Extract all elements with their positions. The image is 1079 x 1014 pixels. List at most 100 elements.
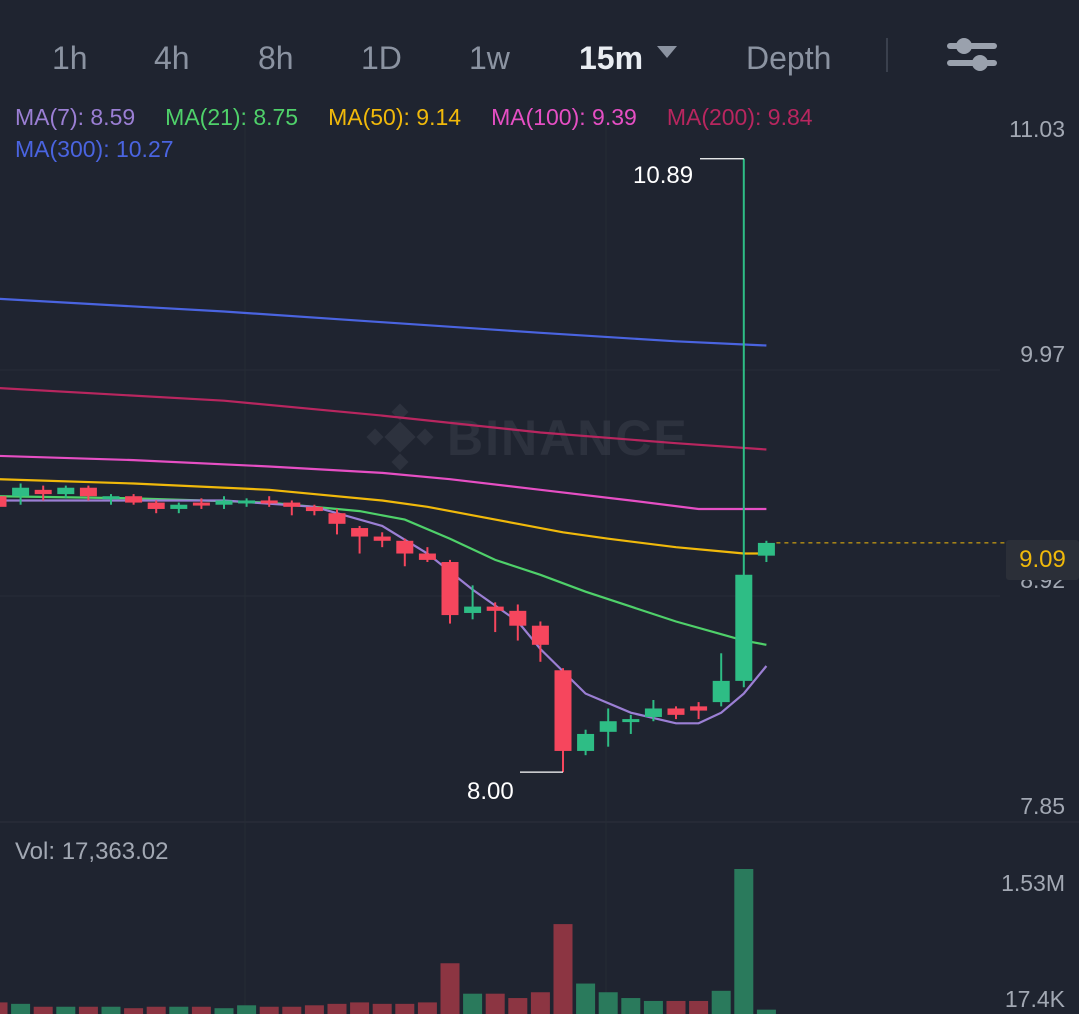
candle-body bbox=[418, 553, 436, 560]
volume-bar bbox=[666, 1000, 686, 1014]
volume-bar bbox=[259, 1006, 279, 1014]
candle-body bbox=[79, 487, 97, 497]
volume-bar bbox=[327, 1003, 347, 1014]
candle-body bbox=[192, 502, 210, 506]
candle-body bbox=[622, 719, 640, 723]
volume-label: Vol: 17,363.02 bbox=[15, 838, 169, 865]
candle-body bbox=[283, 502, 301, 507]
candle-body bbox=[690, 706, 708, 711]
volume-bar bbox=[191, 1006, 211, 1014]
volume-bar bbox=[508, 998, 528, 1014]
tab-1d[interactable]: 1D bbox=[361, 40, 402, 76]
candle-body bbox=[34, 489, 52, 495]
candle-body bbox=[441, 562, 459, 616]
tab-1h[interactable]: 1h bbox=[52, 40, 88, 76]
candle-body bbox=[712, 680, 730, 703]
volume-bar bbox=[78, 1006, 98, 1014]
ma100-line bbox=[0, 454, 767, 511]
low-price-label: 8.00 bbox=[467, 778, 514, 805]
ma200-label: MA(200): 9.84 bbox=[666, 104, 813, 130]
current-price-tag: 9.09 bbox=[1006, 540, 1079, 580]
tab-depth[interactable]: Depth bbox=[746, 40, 832, 76]
tab-4h[interactable]: 4h bbox=[154, 40, 190, 76]
volume-bar bbox=[0, 1002, 8, 1014]
volume-bar bbox=[530, 992, 550, 1014]
volume-bar bbox=[485, 993, 505, 1014]
candle-body bbox=[260, 500, 278, 504]
volume-bar bbox=[395, 1003, 415, 1014]
volume-bar bbox=[417, 1002, 437, 1014]
volume-bar bbox=[282, 1006, 302, 1014]
ma21-line bbox=[0, 495, 767, 646]
volume-bar bbox=[169, 1006, 189, 1014]
volume-bar bbox=[576, 983, 596, 1014]
tab-1w[interactable]: 1w bbox=[469, 40, 510, 76]
volume-bar bbox=[463, 993, 483, 1014]
price-axis-label: 9.97 bbox=[1020, 341, 1065, 367]
ma7-label: MA(7): 8.59 bbox=[15, 104, 136, 130]
price-axis-label: 11.03 bbox=[1009, 116, 1065, 142]
ma100-label: MA(100): 9.39 bbox=[491, 104, 637, 130]
volume-bar bbox=[11, 1003, 31, 1014]
volume-bars bbox=[0, 869, 776, 1014]
high-price-label: 10.89 bbox=[633, 162, 694, 189]
volume-bar bbox=[101, 1006, 121, 1014]
volume-bar bbox=[689, 1000, 709, 1014]
candle-body bbox=[486, 606, 504, 611]
volume-bar bbox=[214, 1008, 234, 1014]
tab-8h[interactable]: 8h bbox=[258, 40, 294, 76]
candle-body bbox=[125, 496, 143, 503]
ma300-line bbox=[0, 297, 767, 347]
candle-body bbox=[351, 528, 369, 537]
volume-bar bbox=[553, 924, 573, 1014]
volume-bar bbox=[440, 963, 460, 1014]
high-low-markers bbox=[520, 158, 744, 773]
volume-bar bbox=[146, 1006, 166, 1014]
candle-body bbox=[147, 502, 165, 509]
binance-logo-icon bbox=[366, 403, 434, 471]
candle-body bbox=[531, 625, 549, 645]
price-axis-label: 7.85 bbox=[1020, 793, 1065, 819]
interval-tabs: 1h 4h 8h 1D 1w 15m Depth bbox=[0, 0, 1079, 112]
candle-body bbox=[170, 504, 188, 509]
volume-bar bbox=[237, 1005, 257, 1014]
candle-body bbox=[464, 606, 482, 613]
chart-settings-button[interactable] bbox=[946, 32, 998, 78]
moving-average-lines bbox=[0, 297, 768, 725]
ma-legend-row-1: MA(7): 8.59 MA(21): 8.75 MA(50): 9.14 MA(10… bbox=[15, 104, 843, 131]
candle-body bbox=[305, 506, 323, 512]
candle-body bbox=[757, 542, 775, 556]
tab-divider bbox=[886, 38, 888, 72]
ma50-line bbox=[0, 478, 767, 555]
chevron-down-icon[interactable] bbox=[657, 46, 677, 58]
volume-bar bbox=[621, 998, 641, 1014]
candle-body bbox=[57, 487, 75, 495]
candle-body bbox=[667, 708, 685, 715]
candle-body bbox=[12, 487, 30, 497]
ma300-label: MA(300): 10.27 bbox=[15, 136, 174, 162]
candle-body bbox=[644, 708, 662, 717]
candle-body bbox=[554, 670, 572, 751]
tab-15m[interactable]: 15m bbox=[579, 40, 644, 76]
volume-bar bbox=[711, 990, 731, 1014]
candle-body bbox=[599, 721, 617, 732]
watermark-text: BINANCE bbox=[447, 410, 689, 466]
candle-body bbox=[577, 733, 595, 751]
sliders-icon bbox=[947, 38, 997, 71]
volume-bar bbox=[756, 1009, 776, 1014]
volume-bar bbox=[350, 1002, 370, 1014]
candle-body bbox=[509, 610, 527, 626]
volume-bar bbox=[734, 869, 754, 1014]
candle-body bbox=[373, 536, 391, 541]
candles bbox=[0, 158, 775, 773]
volume-axis-label: 1.53M bbox=[1001, 870, 1065, 896]
ma-legend-row-2: MA(300): 10.27 bbox=[15, 136, 204, 163]
volume-bar bbox=[33, 1006, 53, 1014]
candle-body bbox=[735, 574, 753, 681]
volume-bar bbox=[372, 1003, 392, 1014]
volume-bar bbox=[56, 1006, 76, 1014]
candle-body bbox=[238, 500, 256, 504]
binance-watermark: BINANCE bbox=[366, 403, 689, 471]
volume-bar bbox=[643, 1000, 663, 1014]
